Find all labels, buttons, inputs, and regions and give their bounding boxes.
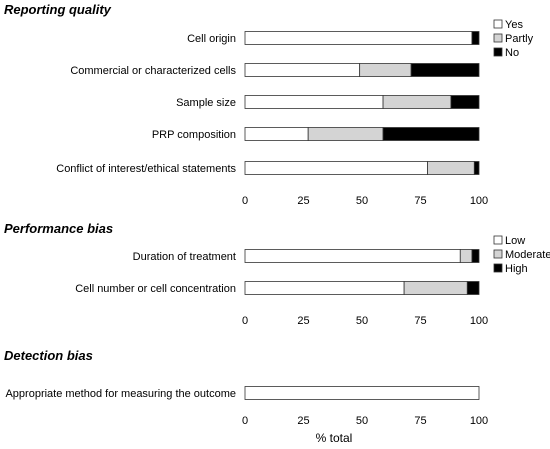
category-label: Cell number or cell concentration xyxy=(75,283,236,295)
x-tick-label: 50 xyxy=(356,415,368,427)
x-tick-label: 100 xyxy=(470,415,488,427)
bar-segment xyxy=(459,249,473,263)
x-tick-label: 0 xyxy=(242,195,248,207)
bar-segment xyxy=(382,127,480,141)
panel-title: Performance bias xyxy=(4,221,113,236)
x-tick-label: 75 xyxy=(414,415,426,427)
legend-swatch xyxy=(493,263,503,273)
category-label: Sample size xyxy=(176,97,236,109)
bar-segment xyxy=(427,161,475,175)
bar-segment xyxy=(244,31,473,45)
x-tick-label: 50 xyxy=(356,315,368,327)
x-tick-label: 50 xyxy=(356,195,368,207)
bar-segment xyxy=(471,249,480,263)
bar-segment xyxy=(471,31,480,45)
x-tick-label: 25 xyxy=(297,415,309,427)
legend-swatch xyxy=(493,235,503,245)
x-axis-title: % total xyxy=(316,431,353,445)
legend-swatch xyxy=(493,47,503,57)
bar-segment xyxy=(244,63,361,77)
category-label: Cell origin xyxy=(187,33,236,45)
category-label: Commercial or characterized cells xyxy=(70,65,236,77)
x-tick-label: 25 xyxy=(297,315,309,327)
x-tick-label: 25 xyxy=(297,195,309,207)
legend-label: Low xyxy=(505,235,525,247)
bar-segment xyxy=(244,281,405,295)
legend-label: Moderate xyxy=(505,249,550,261)
bar-segment xyxy=(450,95,480,109)
legend-swatch xyxy=(493,249,503,259)
bar-segment xyxy=(307,127,384,141)
bar-segment xyxy=(403,281,468,295)
bar-segment xyxy=(410,63,480,77)
category-label: Appropriate method for measuring the out… xyxy=(5,388,236,400)
panel-title: Reporting quality xyxy=(4,2,112,17)
x-tick-label: 0 xyxy=(242,415,248,427)
bar-segment xyxy=(244,127,309,141)
category-label: PRP composition xyxy=(152,129,236,141)
panel-title: Detection bias xyxy=(4,348,93,363)
bar-segment xyxy=(473,161,480,175)
legend-swatch xyxy=(493,33,503,43)
x-tick-label: 0 xyxy=(242,315,248,327)
bar-segment xyxy=(244,386,480,400)
bar-segment xyxy=(466,281,480,295)
legend-swatch xyxy=(493,19,503,29)
legend-label: Partly xyxy=(505,33,534,45)
bar-segment xyxy=(382,95,452,109)
legend-label: No xyxy=(505,47,519,59)
legend-label: High xyxy=(505,263,528,275)
x-tick-label: 100 xyxy=(470,195,488,207)
bar-segment xyxy=(244,161,428,175)
category-label: Conflict of interest/ethical statements xyxy=(56,163,236,175)
category-label: Duration of treatment xyxy=(133,251,236,263)
bar-segment xyxy=(359,63,412,77)
x-tick-label: 75 xyxy=(414,195,426,207)
x-tick-label: 100 xyxy=(470,315,488,327)
legend-label: Yes xyxy=(505,19,523,31)
x-tick-label: 75 xyxy=(414,315,426,327)
bar-segment xyxy=(244,95,384,109)
bar-segment xyxy=(244,249,461,263)
